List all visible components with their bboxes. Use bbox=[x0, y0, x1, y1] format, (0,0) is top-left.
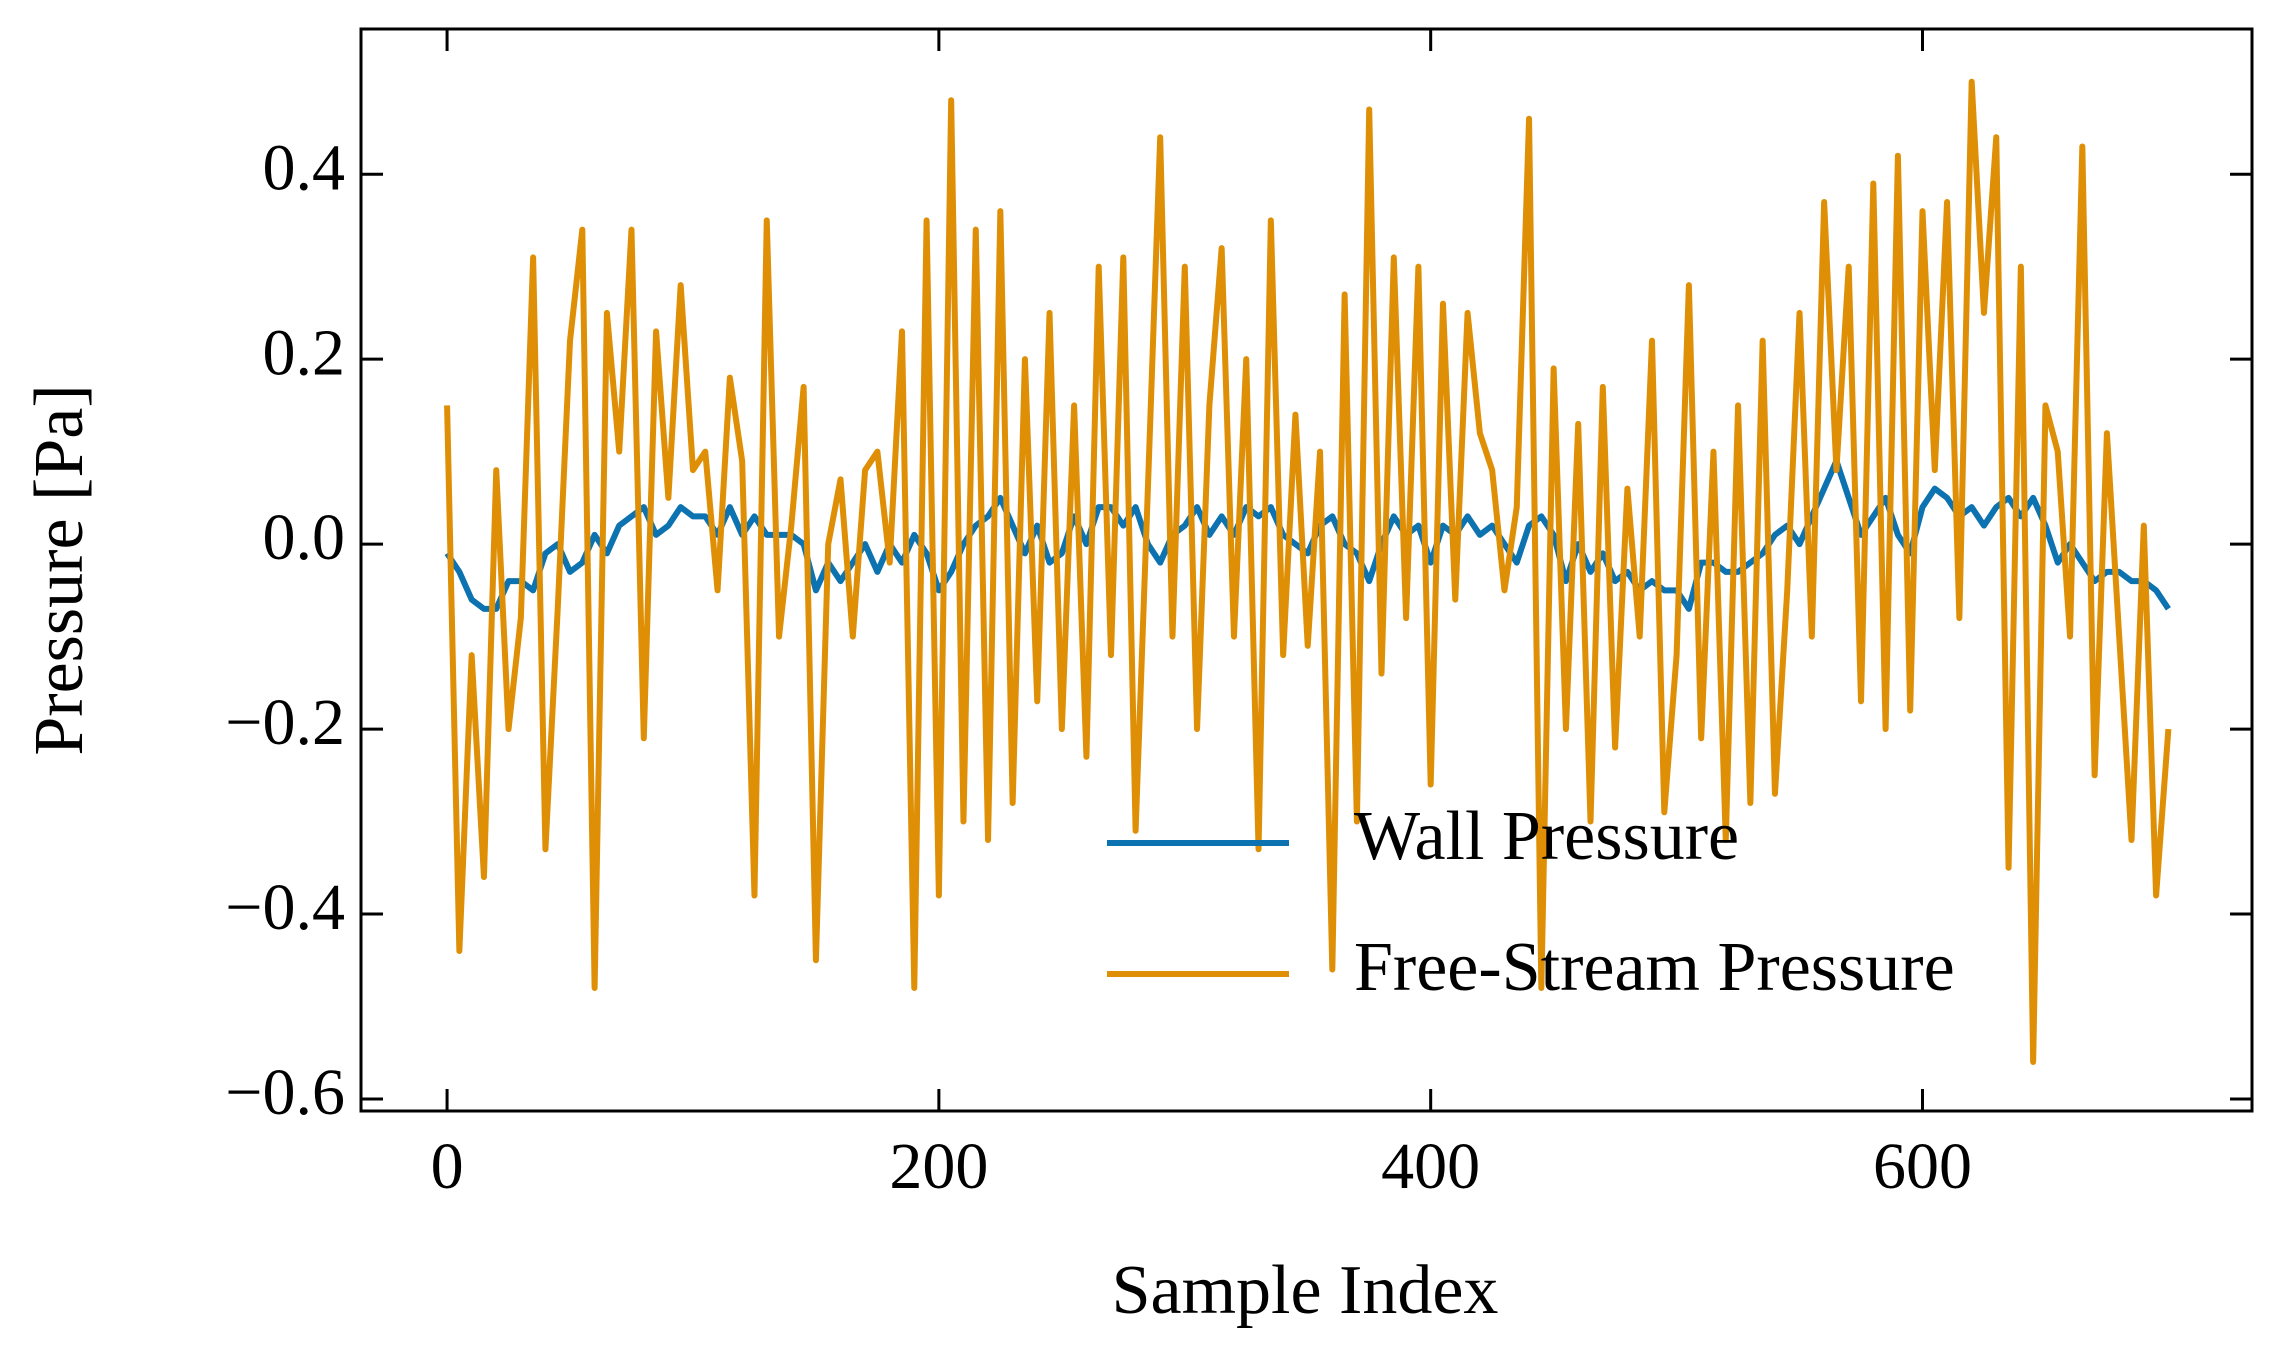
y-tick-label: 0.0 bbox=[263, 501, 346, 574]
x-tick-label: 400 bbox=[1381, 1130, 1480, 1203]
y-axis-label: Pressure [Pa] bbox=[21, 384, 98, 755]
legend-label: Free-Stream Pressure bbox=[1354, 929, 1955, 1006]
legend-label: Wall Pressure bbox=[1354, 798, 1739, 875]
x-tick-label: 0 bbox=[431, 1130, 464, 1203]
y-tick-label: −0.4 bbox=[225, 871, 345, 944]
y-tick-label: −0.6 bbox=[225, 1056, 345, 1129]
x-axis-label: Sample Index bbox=[1112, 1252, 1499, 1329]
x-tick-label: 200 bbox=[889, 1130, 988, 1203]
y-tick-label: −0.2 bbox=[225, 686, 345, 759]
y-tick-label: 0.4 bbox=[263, 131, 346, 204]
data-line bbox=[444, 78, 2172, 1065]
x-tick-label: 600 bbox=[1873, 1130, 1972, 1203]
plot-frame bbox=[359, 27, 2254, 1113]
y-tick-label: 0.2 bbox=[263, 316, 346, 389]
